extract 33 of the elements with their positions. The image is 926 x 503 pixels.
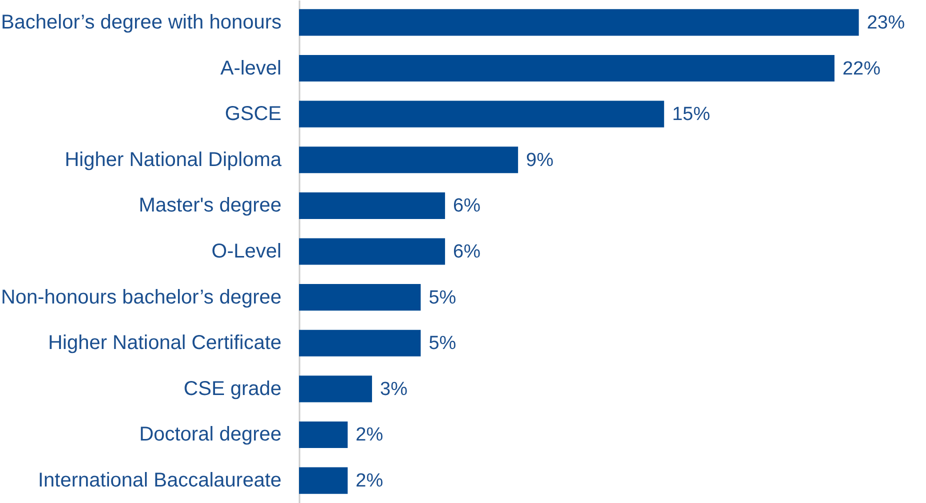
bar: [299, 284, 421, 311]
y-tick-label: Higher National Diploma: [64, 148, 282, 171]
data-label: 3%: [380, 378, 408, 400]
data-label: 5%: [428, 287, 456, 308]
y-tick-label: CSE grade: [184, 378, 282, 400]
bar: [299, 146, 518, 174]
data-label: 22%: [842, 58, 881, 80]
y-tick-label: Higher National Certificate: [48, 332, 282, 354]
data-label: 6%: [453, 196, 481, 217]
data-label: 5%: [428, 333, 456, 354]
bar: [299, 192, 446, 219]
bar: [299, 330, 421, 356]
y-tick-label: International Baccalaureate: [38, 470, 282, 492]
bar: [299, 467, 348, 494]
y-tick-label: Doctoral degree: [139, 424, 282, 446]
data-label: 2%: [356, 470, 384, 492]
data-label: 9%: [526, 150, 554, 171]
data-label: 2%: [356, 424, 384, 446]
y-tick-label: GSCE: [224, 103, 282, 126]
y-tick-label: Master's degree: [138, 194, 282, 217]
bar: [299, 9, 859, 36]
data-label: 15%: [672, 104, 710, 126]
bar: [299, 100, 664, 128]
data-label: 6%: [453, 242, 481, 262]
bar: [299, 54, 834, 82]
data-label: 23%: [866, 12, 905, 34]
y-tick-label: Non-honours bachelor’s degree: [0, 286, 282, 308]
y-tick-label: Bachelor’s degree with honours: [0, 11, 282, 34]
bar: [299, 238, 446, 265]
bar: [299, 376, 372, 402]
bar: [299, 421, 348, 448]
y-tick-label: A-level: [220, 57, 282, 80]
y-tick-label: O-Level: [211, 240, 282, 262]
